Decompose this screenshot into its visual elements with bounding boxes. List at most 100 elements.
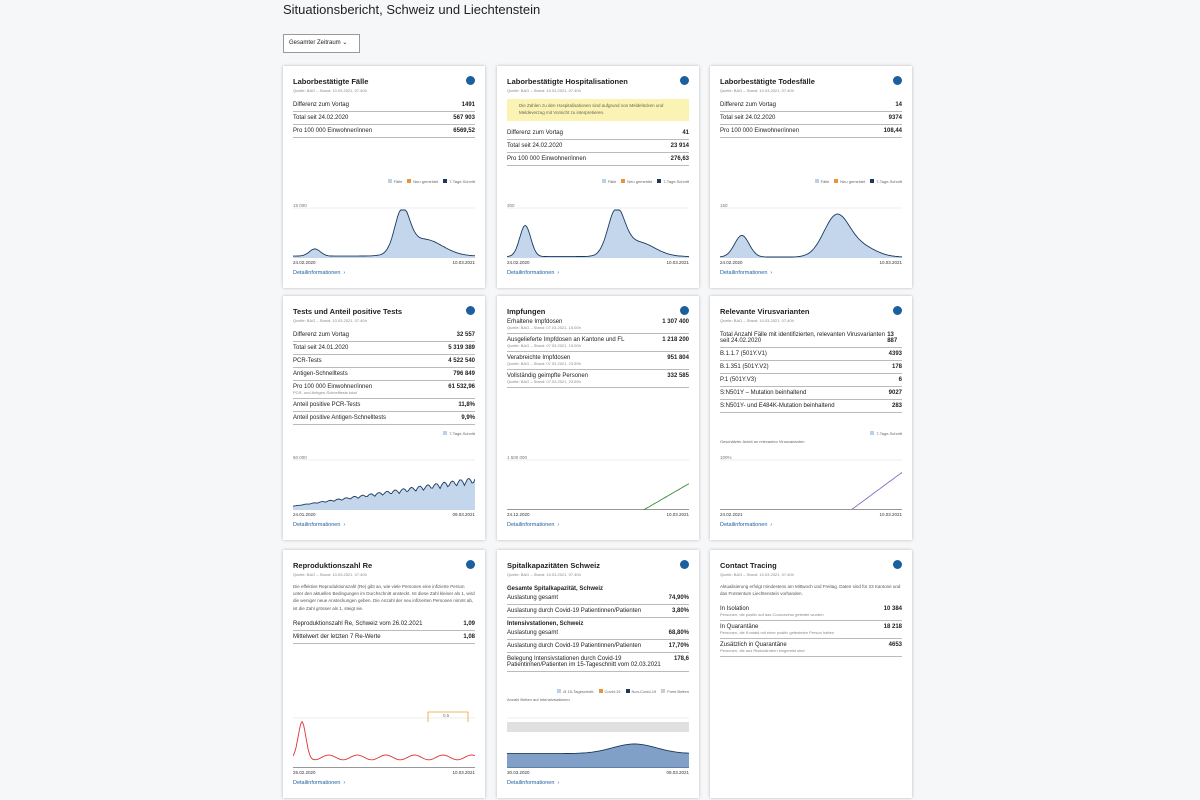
stat-label: Pro 100 000 Einwohner/innen <box>720 128 800 134</box>
link-text: Detailinformationen <box>720 270 768 276</box>
stat-row: B.1.351 (501Y.V2) 178 <box>720 361 902 374</box>
info-icon <box>893 560 902 569</box>
card: Laborbestätigte Todesfälle Quelle: BAG – … <box>710 66 912 288</box>
stat-value: 11,8% <box>458 402 475 408</box>
chart-shape <box>851 472 902 510</box>
stat-row: Auslastung gesamt 68,80% <box>507 627 689 640</box>
stat-sub: Personen, die positiv auf das Coronaviru… <box>720 612 824 618</box>
card-title: Laborbestätigte Fälle <box>293 77 369 86</box>
stat-row: Reproduktionszahl Re, Schweiz vom 26.02.… <box>293 618 475 631</box>
date-start: 24.02.2021 <box>720 512 743 517</box>
stat-value: 108,44 <box>883 128 902 134</box>
axis-label: 1 500 000 <box>507 455 528 460</box>
stat-label-wrap: Mittelwert der letzten 7 Re-Werte <box>293 634 381 640</box>
stat-label: B.1.1.7 (501Y.V1) <box>720 351 767 357</box>
stat-value: 1,09 <box>463 620 475 627</box>
axis-label: 150 <box>720 203 728 208</box>
detail-link[interactable]: Detailinformationen › <box>507 780 559 786</box>
stat-row: Ausgelieferte Impfdosen an Kantone und F… <box>507 334 689 352</box>
mini-chart <box>507 717 689 768</box>
detail-link[interactable]: Detailinformationen › <box>293 270 345 276</box>
mini-chart <box>293 459 475 510</box>
date-end: 10.03.2021 <box>666 260 689 265</box>
stat-row: Erhaltene Impfdosen Quelle: BAG – Stand: … <box>507 316 689 334</box>
legend-item: 7-Tage-Schnitt <box>449 431 475 436</box>
stat-value: 9,9% <box>461 415 475 421</box>
legend-swatch <box>625 689 630 693</box>
source: Quelle: BAG – Stand: 10.03.2021, 07.40h <box>720 318 794 323</box>
chart-shape <box>427 711 469 722</box>
stat-label: Antigen-Schnelltests <box>293 371 348 377</box>
card-title: Reproduktionszahl Re <box>293 561 373 570</box>
mini-chart <box>507 207 689 258</box>
note: Die Zahlen zu den Hospitalisationen sind… <box>507 99 689 121</box>
stat-label-wrap: Anteil positive PCR-Tests <box>293 402 360 408</box>
legend-item: 7-Tage-Schnitt <box>449 179 475 184</box>
legend-item: Freie Betten <box>667 689 689 694</box>
chevron: › <box>343 270 346 276</box>
stat-label-wrap: S:N501Y- und E484K-Mutation beinhaltend <box>720 403 835 409</box>
detail-link[interactable]: Detailinformationen › <box>293 780 345 786</box>
info-icon <box>466 306 475 315</box>
legend-item: Neu gemeldet <box>627 179 653 184</box>
stat-label: Differenz zum Vortag <box>293 332 349 338</box>
stat-row: Antigen-Schnelltests 796 849 <box>293 368 475 381</box>
stat-row: PCR-Tests 4 522 540 <box>293 355 475 368</box>
stat-label: Pro 100 000 Einwohner/innen <box>507 155 587 162</box>
source: Quelle: BAG – Stand: 10.03.2021, 07.40h <box>507 572 581 577</box>
stat-label: Erhaltene Impfdosen <box>507 319 563 325</box>
detail-link[interactable]: Detailinformationen › <box>507 522 559 528</box>
stat-label-wrap: Auslastung gesamt <box>507 595 558 601</box>
mini-chart <box>293 207 475 258</box>
chevron: › <box>557 780 560 786</box>
card-title: Laborbestätigte Todesfälle <box>720 77 815 86</box>
stat-value: 61 532,96 <box>448 384 475 390</box>
axis-label: 300 <box>507 203 515 208</box>
stat-label-wrap: Erhaltene Impfdosen Quelle: BAG – Stand: … <box>507 319 581 330</box>
mini-chart <box>293 711 475 768</box>
stat-value: 6569,52 <box>453 128 475 134</box>
stat-label: Differenz zum Vortag <box>720 102 776 108</box>
detail-link[interactable]: Detailinformationen › <box>720 522 772 528</box>
date-end: 10.03.2021 <box>452 770 475 775</box>
stat-label-wrap: Total seit 24.02.2020 <box>507 143 562 149</box>
stat-value: 10 384 <box>883 606 902 613</box>
chart-shape <box>507 209 689 258</box>
stat-label: PCR-Tests <box>293 358 322 364</box>
stat-value: 1 218 200 <box>662 337 689 343</box>
stat-label: Auslastung gesamt <box>507 630 559 636</box>
legend-swatch <box>387 179 392 183</box>
chart-label: Anzahl Betten auf Intensivstationen <box>507 697 570 702</box>
stat-value: 32 557 <box>456 332 475 338</box>
legend-item: Fälle <box>820 179 830 184</box>
stat-label-wrap: Total Anzahl Fälle mit identifizierten, … <box>720 332 887 344</box>
detail-link[interactable]: Detailinformationen › <box>720 270 772 276</box>
detail-link[interactable]: Detailinformationen › <box>293 522 345 528</box>
source: Quelle: BAG – Stand: 10.03.2021, 07.40h <box>720 88 794 93</box>
date-end: 10.03.2021 <box>879 512 902 517</box>
legend: 7-Tage-Schnitt <box>438 431 475 436</box>
stat-row: B.1.1.7 (501Y.V1) 4393 <box>720 348 902 361</box>
date-start: 24.02.2020 <box>720 260 743 265</box>
stat-label-wrap: Antigen-Schnelltests <box>293 371 348 377</box>
legend-swatch <box>407 179 412 183</box>
stat-label: In Quarantäne <box>720 624 759 631</box>
card: Contact Tracing Quelle: BAG – Stand: 10.0… <box>710 550 912 798</box>
stat-row: Anteil positive Antigen-Schnelltests 9,9% <box>293 412 475 425</box>
stat-row: Total seit 24.01.2020 5 319 389 <box>293 342 475 355</box>
axis-label: 15 000 <box>293 203 307 208</box>
stat-label-wrap: Pro 100 000 Einwohner/innen <box>293 128 372 134</box>
date-end: 10.03.2021 <box>452 260 475 265</box>
chart-shape <box>293 210 475 258</box>
stat-label: Reproduktionszahl Re, Schweiz vom 26.02.… <box>293 620 423 627</box>
chevron: › <box>557 270 560 276</box>
date-end: 10.03.2021 <box>879 260 902 265</box>
stat-label-wrap: Auslastung durch Covid-19 Patientinnen/P… <box>507 608 641 614</box>
card: Laborbestätigte Hospitalisationen Quelle:… <box>497 66 699 288</box>
legend-swatch <box>601 179 606 183</box>
detail-link[interactable]: Detailinformationen › <box>507 270 559 276</box>
legend-item: 7-Tage-Schnitt <box>876 179 902 184</box>
stat-label: Auslastung durch Covid-19 Patientinnen/P… <box>507 643 642 649</box>
period-dropdown[interactable]: Gesamter Zeitraum ⌄ <box>283 34 360 53</box>
